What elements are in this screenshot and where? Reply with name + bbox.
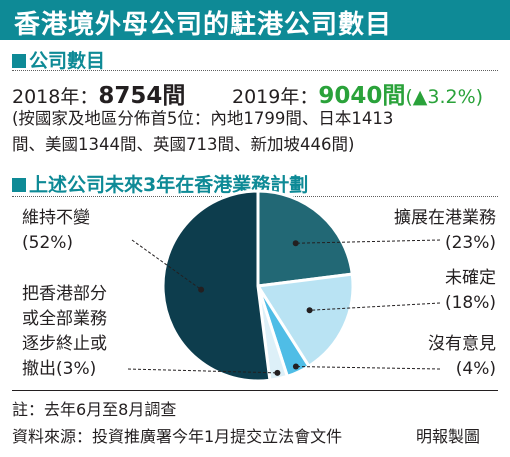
credit: 明報製圖	[416, 427, 481, 446]
country-breakdown-line-2: 間、美國1344間、英國713間、新加坡446間)	[12, 135, 355, 154]
pie-slice	[255, 272, 355, 369]
section-heading-plan: 上述公司未來3年在香港業務計劃	[12, 170, 308, 197]
label-exit-line-4-text: 撤出	[22, 359, 56, 379]
label-exit-line-3: 逐步終止或	[22, 334, 107, 354]
label-keep-text: 維持不變	[22, 208, 90, 228]
section-heading-count: 公司數目	[12, 46, 105, 73]
footer-divider	[12, 390, 498, 391]
count-2019-change: (▲3.2%)	[405, 86, 484, 108]
country-breakdown-line-1: (按國家及地區分佈首5位：內地1799間、日本1413	[12, 109, 394, 128]
count-2019: 2019年：9040間(▲3.2%)	[232, 76, 483, 110]
label-exit-pct: (3%)	[56, 359, 97, 379]
label-no-opinion-text: 沒有意見	[428, 334, 496, 354]
leader-dot	[292, 240, 299, 247]
count-2019-value: 9040間	[318, 83, 406, 109]
count-2018-value: 8754間	[98, 83, 186, 109]
label-expand-text: 擴展在港業務	[394, 208, 496, 228]
survey-note: 註：去年6月至8月調查	[12, 400, 177, 419]
count-2018-label: 2018年：	[12, 86, 99, 108]
label-keep: 維持不變 (52%)	[22, 206, 90, 256]
leader-line	[309, 302, 441, 311]
label-exit-line-2: 或全部業務	[22, 309, 107, 329]
leader-line	[295, 366, 441, 370]
section-heading-plan-text: 上述公司未來3年在香港業務計劃	[29, 174, 309, 196]
leader-dot	[292, 363, 299, 370]
label-expand: 擴展在港業務 (23%)	[394, 206, 496, 256]
pie-slice	[256, 189, 354, 288]
label-undecided-text: 未確定	[445, 268, 496, 288]
label-keep-pct: (52%)	[22, 233, 74, 253]
label-exit-line-1: 把香港部分	[22, 284, 107, 304]
count-2018: 2018年：8754間	[12, 76, 185, 110]
leader-dot	[274, 369, 281, 376]
leader-dot	[306, 307, 313, 314]
label-expand-pct: (23%)	[444, 233, 496, 253]
label-exit: 把香港部分 或全部業務 逐步終止或 撤出(3%)	[22, 282, 107, 382]
source-note: 資料來源：投資推廣署今年1月提交立法會文件	[12, 427, 343, 446]
pie-slice	[161, 189, 272, 383]
country-breakdown: (按國家及地區分佈首5位：內地1799間、日本1413 間、美國1344間、英國…	[12, 106, 504, 158]
label-no-opinion: 沒有意見 (4%)	[428, 332, 496, 382]
count-2019-label: 2019年：	[232, 86, 319, 108]
label-undecided-pct: (18%)	[444, 293, 496, 313]
page-title: 香港境外母公司的駐港公司數目	[14, 10, 393, 40]
label-no-opinion-pct: (4%)	[455, 359, 496, 379]
divider	[12, 70, 498, 71]
title-bar: 香港境外母公司的駐港公司數目	[0, 0, 510, 40]
section-heading-count-text: 公司數目	[29, 50, 106, 72]
label-undecided: 未確定 (18%)	[445, 266, 496, 316]
square-bullet-icon	[12, 54, 26, 68]
leader-dot	[198, 286, 205, 293]
label-exit-line-4: 撤出(3%)	[22, 357, 107, 382]
leader-line	[295, 239, 441, 244]
square-bullet-icon	[12, 178, 26, 192]
leader-line	[131, 239, 202, 290]
